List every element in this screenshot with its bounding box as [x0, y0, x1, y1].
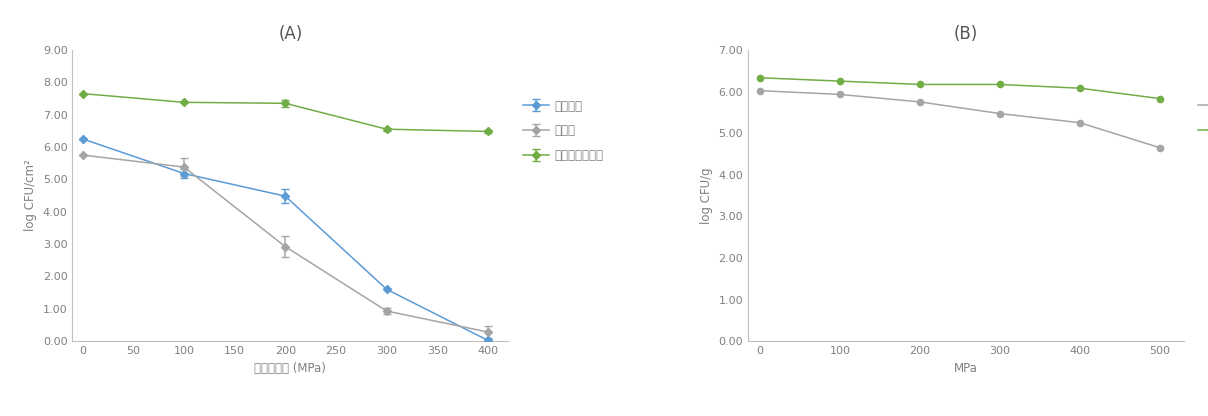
X-axis label: MPa: MPa — [954, 362, 977, 374]
대장균 — [753, 88, 767, 93]
황색포도상구균 — [753, 75, 767, 80]
Legend: 바실러스, 대장균, 황색포도상구균: 바실러스, 대장균, 황색포도상구균 — [523, 99, 604, 162]
황색포도상구균 — [1073, 86, 1087, 91]
황색포도상구균 — [993, 82, 1007, 87]
Legend: 대장균, 황색포도상구균: 대장균, 황색포도상구균 — [1198, 99, 1208, 137]
Y-axis label: log CFU/g: log CFU/g — [699, 167, 713, 224]
황색포도상구균 — [1152, 96, 1167, 101]
Title: (A): (A) — [278, 25, 302, 43]
대장균 — [993, 111, 1007, 116]
Title: (B): (B) — [954, 25, 978, 43]
대장균 — [1073, 120, 1087, 125]
대장균 — [913, 99, 928, 104]
Y-axis label: log CFU/cm²: log CFU/cm² — [24, 160, 37, 231]
황색포도상구균 — [913, 82, 928, 87]
대장균 — [1152, 145, 1167, 150]
대장균 — [832, 92, 847, 97]
황색포도상구균 — [832, 79, 847, 84]
X-axis label: 초음파처리 (MPa): 초음파처리 (MPa) — [255, 362, 326, 374]
Line: 황색포도상구균: 황색포도상구균 — [757, 74, 1163, 102]
Line: 대장균: 대장균 — [757, 87, 1163, 151]
